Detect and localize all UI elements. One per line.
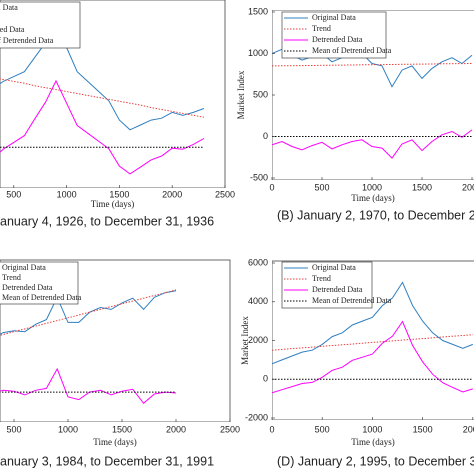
y-tick-label: 6000 (248, 257, 268, 267)
x-tick-label: 500 (314, 182, 329, 192)
legend-label: Original Data (312, 13, 356, 22)
x-tick-label: 2000 (463, 424, 474, 434)
x-tick-label: 2000 (166, 424, 186, 434)
caption: (B) January 2, 1970, to December 2 (277, 208, 474, 222)
series-line (0, 22, 205, 131)
legend-label: Mean of Detrended Data (2, 293, 82, 302)
x-tick-label: 2000 (462, 182, 474, 192)
x-tick-label: 1000 (57, 189, 77, 199)
x-tick-label: 1000 (58, 424, 78, 434)
series-line (272, 281, 473, 365)
legend-label: Trend (2, 273, 21, 282)
legend-label: Mean of Detrended Data (312, 296, 392, 305)
y-axis-label: Market Index (236, 70, 246, 119)
y-axis-label: Market Index (240, 316, 250, 365)
plot-frame (0, 0, 226, 188)
legend-label: Original Data (0, 3, 18, 12)
series-line (272, 129, 473, 159)
y-tick-label: 4000 (248, 296, 268, 306)
legend-label: Mean of Detrended Data (312, 46, 392, 55)
y-tick-label: 1500 (248, 6, 268, 16)
y-tick-label: 1000 (248, 48, 268, 58)
caption: (D) January 2, 1995, to December 3 (277, 454, 474, 468)
y-tick-label: -500 (250, 172, 268, 182)
caption: anuary 4, 1926, to December 31, 1936 (0, 214, 214, 228)
panel: Original Data Trend Detrended Data Mean of … (272, 10, 474, 180)
legend-label: Trend (312, 274, 331, 283)
x-tick-label: 1500 (109, 189, 129, 199)
y-tick-label: 2000 (248, 335, 268, 345)
plot-frame (272, 260, 474, 420)
y-tick-label: 0 (263, 374, 268, 384)
series-line (272, 320, 473, 394)
series-line (272, 48, 473, 88)
series-line (0, 78, 204, 118)
series-line (272, 334, 473, 351)
x-tick-label: 1000 (362, 182, 382, 192)
legend-label: Detrended Data (2, 283, 53, 292)
y-tick-label: -2000 (245, 412, 268, 422)
series-line (0, 290, 177, 335)
x-tick-label: 2500 (220, 424, 240, 434)
caption: anuary 3, 1984, to December 31, 1991 (0, 454, 214, 468)
x-tick-label: 500 (6, 424, 21, 434)
series-line (0, 289, 177, 336)
legend-box (0, 1, 81, 49)
x-tick-label: 1000 (362, 424, 382, 434)
legend-box (281, 261, 373, 309)
x-tick-label: 500 (315, 424, 330, 434)
x-axis-label: Time (days) (91, 199, 134, 209)
series-line (0, 367, 177, 405)
x-axis-label: Time (days) (351, 193, 394, 203)
legend-box (0, 261, 79, 305)
x-tick-label: 1500 (413, 424, 433, 434)
legend-label: Original Data (2, 263, 46, 272)
x-axis-label: Time (days) (93, 437, 136, 447)
legend-label: Detrended Data (0, 25, 25, 34)
plot-frame (0, 259, 231, 422)
legend-box (281, 11, 387, 59)
series-line (272, 63, 473, 67)
x-tick-label: 500 (6, 189, 21, 199)
legend-label: Trend (312, 24, 331, 33)
x-tick-label: 0 (269, 424, 274, 434)
x-tick-label: 2000 (162, 189, 182, 199)
x-tick-label: 1500 (112, 424, 132, 434)
y-tick-label: 500 (253, 89, 268, 99)
legend-label: Original Data (312, 263, 356, 272)
legend-label: Detrended Data (312, 35, 363, 44)
panel: Original Data Trend Detrended Data Mean of … (272, 260, 474, 420)
x-tick-label: 2500 (215, 189, 235, 199)
x-axis-label: Time (days) (351, 437, 394, 447)
series-line (0, 79, 205, 175)
x-tick-label: 1500 (412, 182, 432, 192)
x-tick-label: 0 (269, 182, 274, 192)
y-tick-label: 0 (263, 131, 268, 141)
legend-label: Mean of Detrended Data (0, 36, 54, 45)
legend-label: Detrended Data (312, 285, 363, 294)
